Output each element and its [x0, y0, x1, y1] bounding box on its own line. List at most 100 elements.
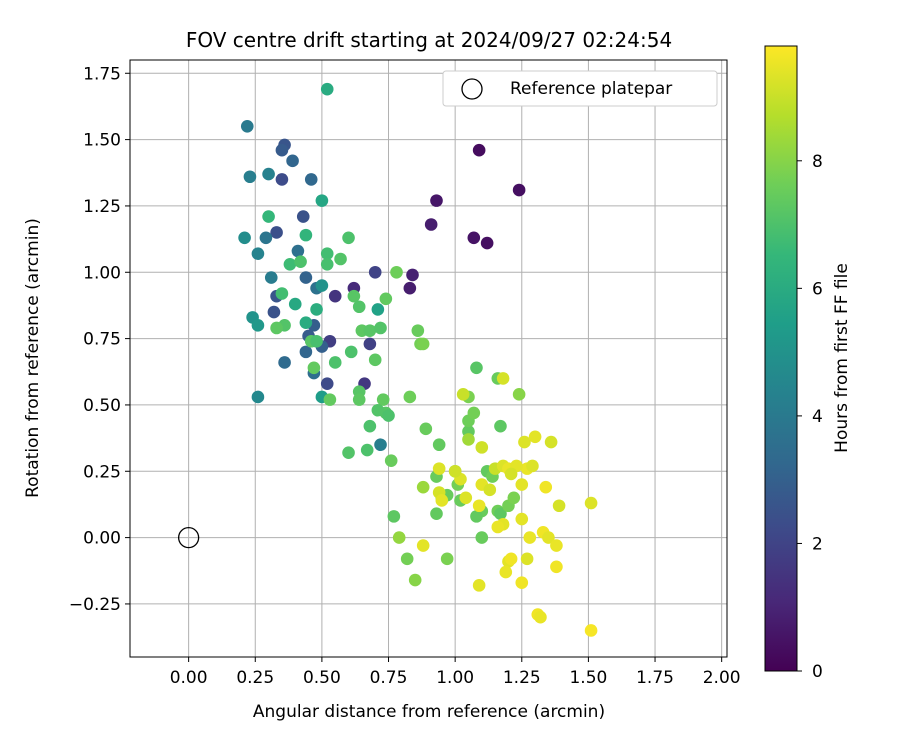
data-point [550, 539, 563, 552]
x-tick-label: 0.75 [370, 668, 408, 688]
legend-label: Reference platepar [510, 79, 672, 99]
data-point [270, 321, 283, 335]
data-point [278, 356, 291, 369]
data-point [251, 247, 265, 260]
data-point [499, 565, 513, 579]
y-tick-label: 0.50 [83, 396, 121, 416]
data-point [328, 356, 342, 369]
data-point [368, 265, 382, 279]
data-point [432, 438, 446, 452]
data-point [432, 462, 446, 475]
data-point [411, 324, 425, 337]
reference-point [177, 526, 200, 549]
data-point [515, 512, 529, 526]
data-point [408, 573, 422, 587]
data-point [360, 443, 374, 457]
colorbar-tick-label: 2 [812, 534, 823, 554]
legend: Reference platepar [442, 70, 718, 107]
data-point [584, 496, 598, 510]
data-point [448, 464, 462, 478]
data-point [440, 552, 454, 566]
grid-lines [130, 60, 727, 657]
x-axis: 0.00 0.25 0.50 0.75 1.00 1.25 1.50 1.75 2.00 [170, 657, 741, 688]
data-point [550, 560, 563, 574]
data-point [526, 459, 539, 473]
reference-platepar-marker [177, 526, 200, 549]
data-point [342, 231, 355, 245]
data-point [376, 393, 390, 406]
legend-box [442, 70, 718, 107]
chart-title: FOV centre drift starting at 2024/09/27 … [186, 28, 672, 52]
data-point [344, 345, 358, 359]
x-tick-label: 0.25 [236, 668, 274, 688]
data-point [416, 337, 430, 351]
x-axis-label: Angular distance from reference (arcmin) [253, 702, 605, 722]
data-point [534, 610, 547, 624]
data-point [299, 345, 313, 359]
y-tick-label: 0.00 [83, 529, 121, 549]
data-point [334, 252, 347, 266]
data-point [459, 491, 473, 505]
x-tick-label: 1.25 [503, 668, 541, 688]
y-tick-label: 1.00 [83, 263, 121, 283]
data-point [494, 419, 507, 433]
data-point [299, 271, 313, 284]
data-point [275, 143, 289, 157]
data-point [403, 390, 417, 404]
y-tick-label: 1.75 [83, 64, 121, 84]
data-point [483, 483, 497, 497]
data-point [512, 388, 526, 401]
data-point [320, 377, 334, 391]
data-point [504, 467, 518, 481]
data-point [283, 258, 297, 271]
data-point [315, 194, 329, 207]
data-point [382, 409, 395, 422]
data-points [238, 82, 598, 637]
data-point [584, 624, 598, 637]
colorbar-label: Hours from first FF file [832, 263, 852, 453]
data-point [262, 210, 275, 223]
data-point [542, 531, 555, 544]
data-point [430, 194, 443, 207]
data-point [520, 552, 534, 566]
data-point [251, 319, 265, 332]
data-point [462, 433, 475, 446]
x-tick-label: 0.00 [170, 668, 208, 688]
data-point [259, 231, 273, 245]
data-point [347, 289, 361, 303]
data-point [470, 510, 483, 523]
data-point [416, 480, 430, 494]
data-point [304, 173, 318, 186]
data-point [315, 279, 329, 292]
data-point [368, 353, 382, 367]
data-point [251, 390, 265, 404]
x-tick-label: 1.50 [569, 668, 607, 688]
data-point [286, 154, 299, 168]
data-point [491, 520, 505, 534]
data-point [467, 231, 481, 245]
data-point [270, 226, 283, 239]
data-point [328, 289, 342, 303]
data-point [552, 499, 566, 513]
data-point [467, 406, 481, 420]
data-point [523, 531, 537, 544]
data-point [515, 478, 529, 491]
data-point [472, 143, 486, 157]
data-point [363, 419, 377, 433]
data-point [472, 499, 486, 513]
y-tick-label: 1.50 [83, 131, 121, 151]
data-point [475, 441, 489, 454]
data-point [307, 361, 321, 375]
data-point [507, 491, 521, 505]
data-point [456, 388, 470, 401]
data-point [518, 435, 531, 449]
data-point [472, 579, 486, 592]
data-point [387, 510, 401, 523]
data-point [267, 305, 281, 319]
data-point [475, 531, 489, 544]
data-point [470, 361, 483, 375]
data-point [403, 281, 417, 295]
data-point [371, 303, 385, 316]
data-point [496, 372, 510, 385]
